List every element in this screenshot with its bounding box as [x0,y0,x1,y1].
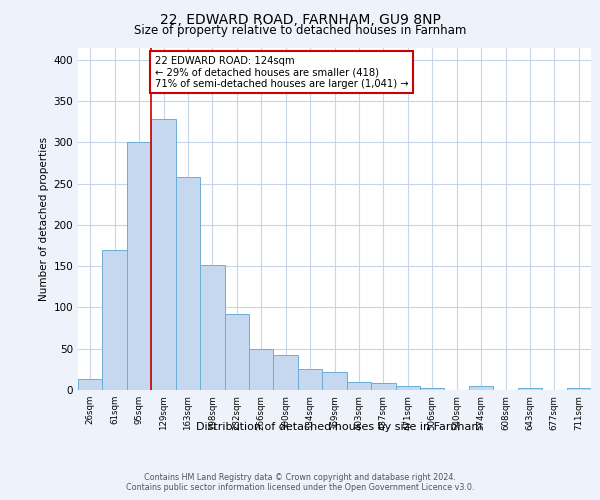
Bar [151,120,176,390]
Bar [566,388,591,390]
Text: 22 EDWARD ROAD: 124sqm
← 29% of detached houses are smaller (418)
71% of semi-de: 22 EDWARD ROAD: 124sqm ← 29% of detached… [155,56,409,89]
Text: Contains public sector information licensed under the Open Government Licence v3: Contains public sector information licen… [126,482,474,492]
Bar [420,388,445,390]
Text: Distribution of detached houses by size in Farnham: Distribution of detached houses by size … [196,422,482,432]
Bar [298,370,322,390]
Bar [200,264,224,390]
Bar [469,386,493,390]
Bar [78,380,103,390]
Text: Contains HM Land Registry data © Crown copyright and database right 2024.: Contains HM Land Registry data © Crown c… [144,472,456,482]
Text: 22, EDWARD ROAD, FARNHAM, GU9 8NP: 22, EDWARD ROAD, FARNHAM, GU9 8NP [160,12,440,26]
Bar [249,348,274,390]
Y-axis label: Number of detached properties: Number of detached properties [39,136,49,301]
Bar [103,250,127,390]
Bar [371,384,395,390]
Text: Size of property relative to detached houses in Farnham: Size of property relative to detached ho… [134,24,466,37]
Bar [395,386,420,390]
Bar [176,177,200,390]
Bar [518,388,542,390]
Bar [224,314,249,390]
Bar [127,142,151,390]
Bar [274,356,298,390]
Bar [347,382,371,390]
Bar [322,372,347,390]
